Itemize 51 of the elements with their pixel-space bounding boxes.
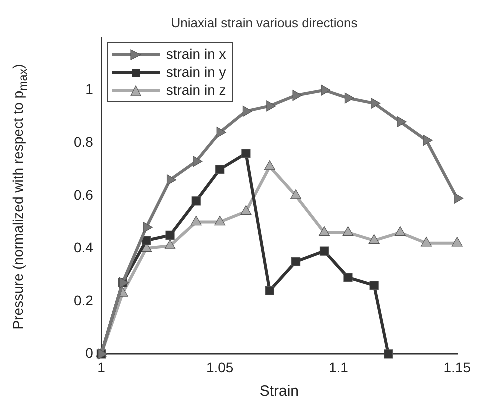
point: [291, 257, 301, 266]
legend-label: strain in y: [165, 62, 226, 81]
point: [193, 156, 203, 168]
x-axis-title: Strain: [260, 383, 300, 400]
y-tick-label: 0.8: [74, 134, 94, 150]
point: [190, 216, 202, 226]
point: [192, 196, 201, 206]
point: [143, 222, 153, 234]
point: [371, 98, 381, 110]
point: [266, 100, 276, 112]
point: [421, 237, 432, 247]
y-tick-label: 0.6: [74, 186, 94, 203]
point: [216, 164, 225, 174]
point: [242, 149, 251, 158]
point: [292, 90, 302, 102]
point: [344, 92, 355, 104]
point: [452, 237, 463, 247]
point: [370, 281, 379, 290]
y-tick-label: 0: [86, 345, 94, 362]
point: [423, 135, 433, 146]
x-tick-label: 1.05: [206, 359, 234, 376]
x-tick-label: 1: [98, 359, 106, 376]
point: [342, 226, 354, 236]
y-tick-label: 0.4: [74, 240, 94, 256]
point: [166, 174, 177, 186]
y-tick-label: 1: [86, 81, 94, 98]
point: [320, 246, 330, 256]
point: [319, 226, 330, 236]
point: [394, 226, 406, 236]
legend-label: strain in z: [165, 80, 226, 99]
x-tick-label: 1.15: [444, 359, 472, 376]
x-tick-label: 1.1: [329, 359, 349, 376]
point: [264, 160, 276, 170]
point: [166, 230, 175, 240]
point: [344, 273, 353, 282]
point: [454, 193, 464, 204]
point: [397, 116, 407, 128]
point: [265, 286, 274, 296]
y-tick-label: 0.2: [74, 292, 94, 308]
point: [242, 106, 252, 117]
point: [321, 84, 331, 96]
point: [164, 240, 176, 250]
point: [142, 236, 152, 246]
point: [216, 127, 226, 138]
point: [290, 190, 302, 200]
point: [384, 350, 394, 359]
legend-label: strain in x: [165, 44, 226, 63]
point: [240, 205, 252, 216]
point: [214, 216, 226, 226]
point: [368, 234, 380, 244]
chart-title: Uniaxial strain various directions: [171, 15, 358, 30]
